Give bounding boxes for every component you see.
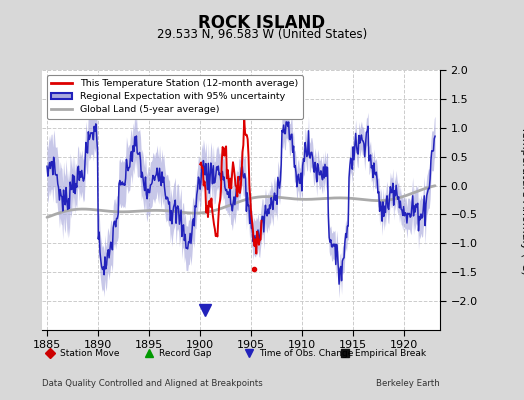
Text: ROCK ISLAND: ROCK ISLAND (199, 14, 325, 32)
Text: Empirical Break: Empirical Break (355, 349, 425, 358)
Text: Time of Obs. Change: Time of Obs. Change (259, 349, 353, 358)
Y-axis label: Temperature Anomaly (°C): Temperature Anomaly (°C) (520, 126, 524, 274)
Text: Data Quality Controlled and Aligned at Breakpoints: Data Quality Controlled and Aligned at B… (42, 379, 263, 388)
Text: Station Move: Station Move (60, 349, 119, 358)
Text: Berkeley Earth: Berkeley Earth (376, 379, 440, 388)
Legend: This Temperature Station (12-month average), Regional Expectation with 95% uncer: This Temperature Station (12-month avera… (47, 75, 303, 119)
Text: Record Gap: Record Gap (159, 349, 212, 358)
Text: 29.533 N, 96.583 W (United States): 29.533 N, 96.583 W (United States) (157, 28, 367, 41)
